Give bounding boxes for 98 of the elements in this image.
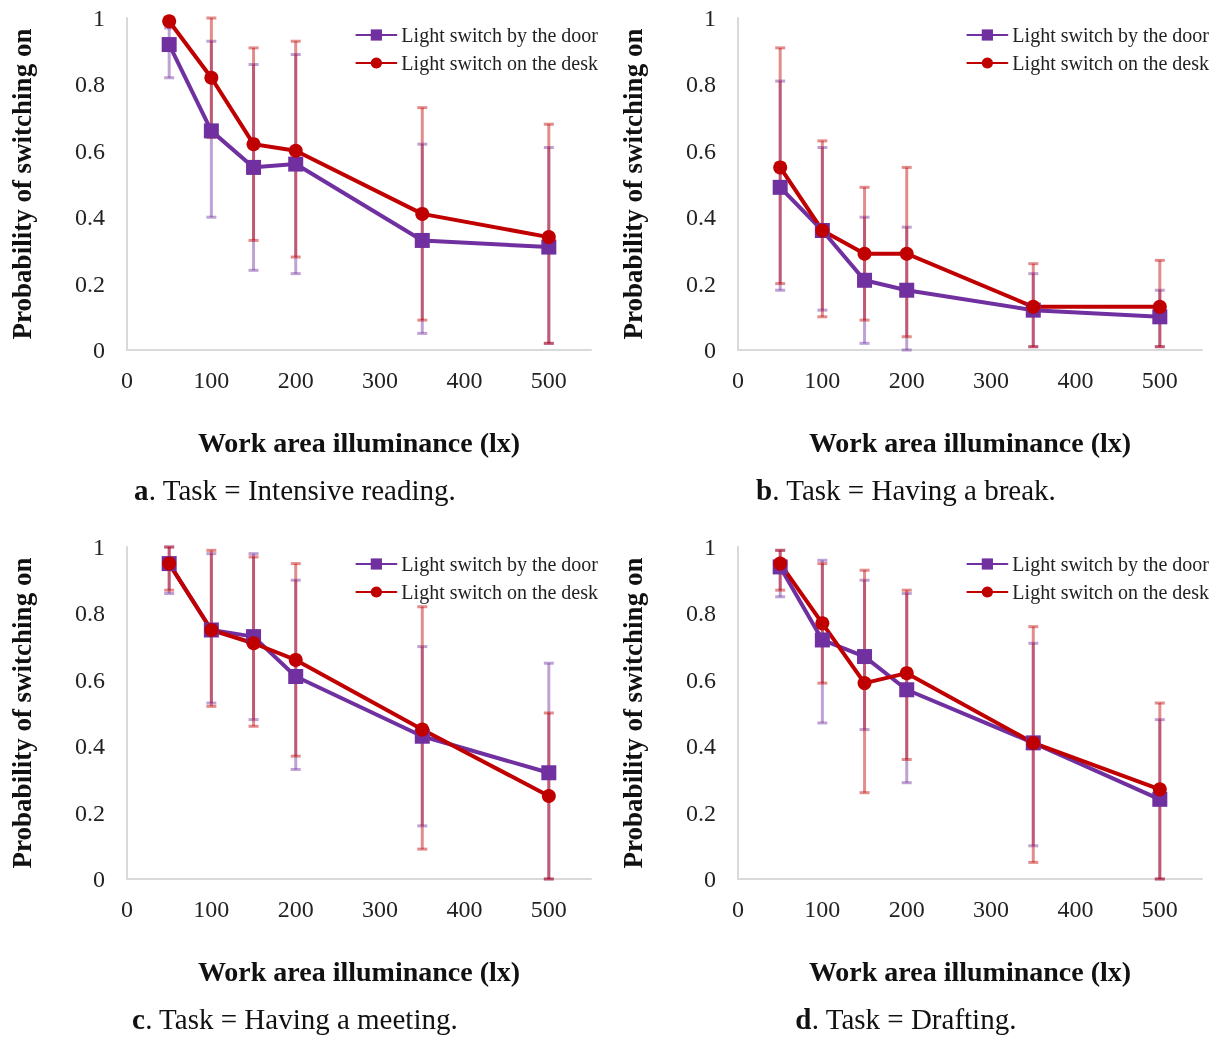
point — [899, 665, 914, 680]
y-tick-label: 0.4 — [686, 204, 716, 231]
y-tick-label: 1 — [93, 533, 105, 560]
y-axis-title: Probability of switching on — [6, 557, 37, 868]
point — [288, 156, 304, 172]
point — [541, 230, 556, 245]
x-tick-label: 300 — [362, 367, 399, 393]
y-tick-label: 1 — [704, 5, 716, 31]
text: b. Task = Having a break. — [755, 473, 1056, 506]
x-tick-label: 400 — [1057, 895, 1094, 922]
x-axis-title: Work area illuminance (lx) — [197, 955, 521, 986]
point — [815, 615, 830, 630]
point — [246, 137, 261, 152]
point — [1152, 781, 1167, 796]
y-tick-label: 0.4 — [75, 204, 105, 231]
y-tick-label: 0.8 — [686, 71, 716, 98]
x-axis-title: Work area illuminance (lx) — [808, 426, 1132, 458]
point — [814, 631, 830, 647]
y-tick-label: 0 — [93, 865, 105, 892]
point — [204, 70, 219, 85]
point — [899, 282, 915, 298]
y-tick-label: 0.2 — [686, 799, 716, 826]
point — [857, 246, 872, 261]
legend-label: Light switch by the door — [401, 24, 599, 47]
x-axis-title: Work area illuminance (lx) — [197, 426, 521, 458]
y-axis-title: Probability of switching on — [6, 28, 37, 340]
point — [1152, 299, 1167, 314]
legend-label: Light switch by the door — [401, 552, 599, 576]
x-tick-label: 0 — [121, 895, 133, 922]
x-tick-label: 500 — [1141, 895, 1178, 922]
point — [1026, 299, 1041, 314]
point — [541, 764, 557, 780]
legend-label: Light switch on the desk — [1012, 52, 1209, 75]
point — [773, 160, 788, 175]
legend-label: Light switch by the door — [1012, 24, 1210, 47]
x-tick-label: 100 — [193, 367, 230, 393]
point — [246, 635, 261, 650]
point — [288, 668, 304, 684]
y-axis-title: Probability of switching on — [617, 28, 648, 340]
x-tick-label: 100 — [804, 367, 841, 393]
y-tick-label: 0 — [704, 337, 716, 363]
legend-label: Light switch on the desk — [401, 52, 598, 75]
y-tick-label: 1 — [704, 533, 716, 560]
legend-label: Light switch on the desk — [1012, 580, 1209, 604]
y-tick-label: 0.8 — [75, 71, 105, 98]
point — [415, 206, 430, 221]
y-tick-label: 0.6 — [686, 137, 716, 164]
point — [161, 37, 177, 53]
x-tick-label: 400 — [446, 895, 483, 922]
legend-label: Light switch on the desk — [401, 580, 598, 604]
point — [899, 246, 914, 261]
y-tick-label: 1 — [93, 5, 105, 31]
y-tick-label: 0.2 — [75, 799, 105, 826]
x-tick-label: 200 — [277, 367, 314, 393]
x-tick-label: 400 — [446, 367, 483, 393]
x-axis-title: Work area illuminance (lx) — [808, 955, 1132, 986]
x-tick-label: 100 — [193, 895, 230, 922]
x-tick-label: 300 — [362, 895, 399, 922]
x-tick-label: 200 — [888, 367, 925, 393]
x-tick-label: 500 — [530, 895, 567, 922]
x-tick-label: 0 — [732, 367, 744, 393]
point — [541, 788, 556, 803]
point — [772, 179, 788, 195]
point — [415, 722, 430, 737]
x-tick-label: 500 — [530, 367, 567, 393]
y-tick-label: 0.4 — [686, 732, 716, 759]
point — [857, 648, 873, 664]
point — [414, 232, 430, 248]
point — [246, 159, 262, 175]
point — [288, 652, 303, 667]
point — [288, 143, 303, 158]
y-tick-label: 0.2 — [686, 270, 716, 297]
x-tick-label: 500 — [1141, 367, 1178, 393]
y-tick-label: 0 — [704, 865, 716, 892]
y-axis-title: Probability of switching on — [617, 557, 648, 868]
y-tick-label: 0 — [93, 337, 105, 363]
text: c. Task = Having a meeting. — [132, 1002, 458, 1034]
x-tick-label: 0 — [121, 367, 133, 393]
x-tick-label: 300 — [973, 367, 1010, 393]
x-tick-label: 300 — [973, 895, 1010, 922]
x-tick-label: 200 — [888, 895, 925, 922]
text: d. Task = Drafting. — [795, 1002, 1017, 1034]
point — [857, 675, 872, 690]
text: a. Task = Intensive reading. — [134, 473, 456, 506]
legend-label: Light switch by the door — [1012, 552, 1210, 576]
x-tick-label: 200 — [277, 895, 314, 922]
y-tick-label: 0.8 — [686, 599, 716, 626]
point — [857, 272, 873, 288]
y-tick-label: 0.6 — [686, 666, 716, 693]
x-tick-label: 100 — [804, 895, 841, 922]
point — [899, 681, 915, 697]
y-tick-label: 0.4 — [75, 732, 105, 759]
x-tick-label: 400 — [1057, 367, 1094, 393]
x-tick-label: 0 — [732, 895, 744, 922]
y-tick-label: 0.6 — [75, 666, 105, 693]
y-tick-label: 0.6 — [75, 137, 105, 164]
y-tick-label: 0.8 — [75, 599, 105, 626]
y-tick-label: 0.2 — [75, 270, 105, 297]
